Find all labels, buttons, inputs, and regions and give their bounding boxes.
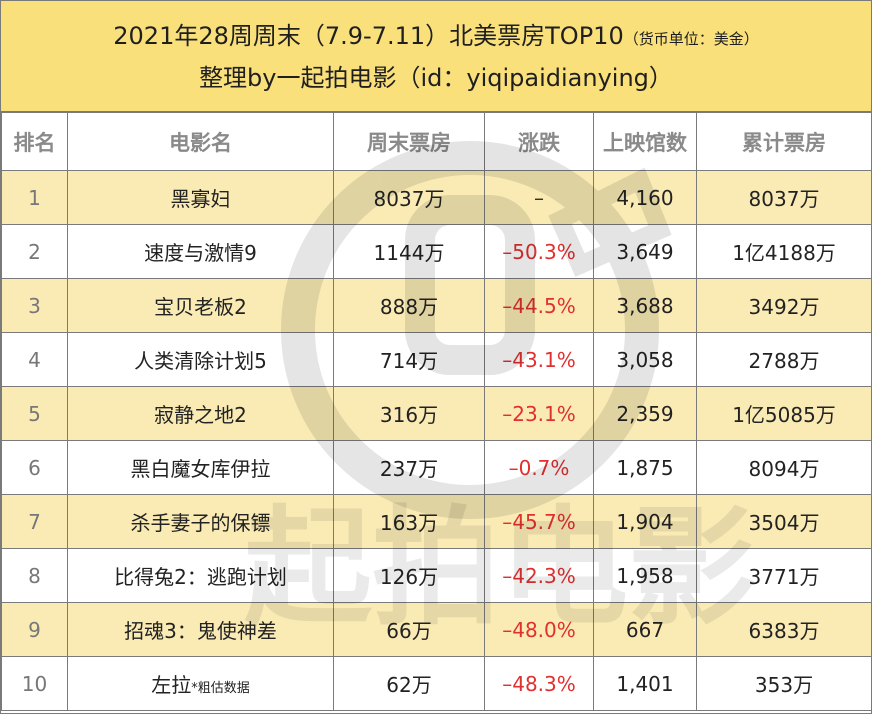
movie-title-cell: 黑白魔女库伊拉: [67, 440, 334, 495]
table-body: 1 黑寡妇 8037万 – 4,160 8037万 2 速度与激情9 1144万…: [1, 170, 872, 711]
column-header-weekend-gross: 周末票房: [333, 112, 485, 171]
weekend-gross-cell: 316万: [333, 386, 485, 441]
rank-cell: 4: [1, 332, 68, 387]
change-cell: –0.7%: [484, 440, 594, 495]
title-line-1: 2021年28周周末（7.9-7.11）北美票房TOP10（货币单位：美金）: [1, 21, 871, 54]
movie-title: 人类清除计划5: [134, 349, 267, 373]
weekend-gross-cell: 888万: [333, 278, 485, 333]
movie-title-cell: 招魂3：鬼使神差: [67, 602, 334, 657]
table-row: 10 左拉*粗估数据 62万 –48.3% 1,401 353万: [1, 656, 872, 711]
theaters-cell: 2,359: [593, 386, 697, 441]
theaters-cell: 1,875: [593, 440, 697, 495]
estimate-note: *粗估数据: [191, 681, 250, 696]
column-header-title: 电影名: [67, 112, 334, 171]
header-row: 排名 电影名 周末票房 涨跌 上映馆数 累计票房: [1, 112, 872, 171]
movie-title-cell: 比得兔2：逃跑计划: [67, 548, 334, 603]
movie-title: 黑白魔女库伊拉: [130, 457, 271, 481]
rank-cell: 5: [1, 386, 68, 441]
movie-title: 寂静之地2: [154, 403, 247, 427]
rank-cell: 7: [1, 494, 68, 549]
column-header-theaters: 上映馆数: [593, 112, 697, 171]
movie-title-cell: 宝贝老板2: [67, 278, 334, 333]
credit-line: 整理by一起拍电影（id：yiqipaidianying）: [199, 64, 673, 92]
weekend-gross-cell: 62万: [333, 656, 485, 711]
theaters-cell: 3,058: [593, 332, 697, 387]
theaters-cell: 1,904: [593, 494, 697, 549]
movie-title-cell: 寂静之地2: [67, 386, 334, 441]
table-row: 5 寂静之地2 316万 –23.1% 2,359 1亿5085万: [1, 386, 872, 441]
change-cell: –43.1%: [484, 332, 594, 387]
table-row: 4 人类清除计划5 714万 –43.1% 3,058 2788万: [1, 332, 872, 387]
weekend-gross-cell: 66万: [333, 602, 485, 657]
weekend-gross-cell: 126万: [333, 548, 485, 603]
movie-title: 杀手妻子的保镖: [130, 511, 271, 535]
weekend-gross-cell: 163万: [333, 494, 485, 549]
table-row: 3 宝贝老板2 888万 –44.5% 3,688 3492万: [1, 278, 872, 333]
column-header-rank: 排名: [1, 112, 68, 171]
total-gross-cell: 8037万: [696, 170, 872, 225]
table-row: 2 速度与激情9 1144万 –50.3% 3,649 1亿4188万: [1, 224, 872, 279]
theaters-cell: 4,160: [593, 170, 697, 225]
total-gross-cell: 1亿4188万: [696, 224, 872, 279]
rank-cell: 8: [1, 548, 68, 603]
change-cell: –: [484, 170, 594, 225]
change-cell: –42.3%: [484, 548, 594, 603]
title-banner: 2021年28周周末（7.9-7.11）北美票房TOP10（货币单位：美金） 整…: [1, 1, 871, 112]
change-cell: –45.7%: [484, 494, 594, 549]
total-gross-cell: 1亿5085万: [696, 386, 872, 441]
change-cell: –48.0%: [484, 602, 594, 657]
theaters-cell: 667: [593, 602, 697, 657]
column-header-change: 涨跌: [484, 112, 594, 171]
rank-cell: 3: [1, 278, 68, 333]
total-gross-cell: 8094万: [696, 440, 872, 495]
movie-title-cell: 速度与激情9: [67, 224, 334, 279]
weekend-gross-cell: 8037万: [333, 170, 485, 225]
total-gross-cell: 353万: [696, 656, 872, 711]
movie-title: 速度与激情9: [144, 241, 257, 265]
total-gross-cell: 3492万: [696, 278, 872, 333]
change-cell: –44.5%: [484, 278, 594, 333]
change-cell: –23.1%: [484, 386, 594, 441]
movie-title: 宝贝老板2: [154, 295, 247, 319]
theaters-cell: 1,958: [593, 548, 697, 603]
movie-title-cell: 杀手妻子的保镖: [67, 494, 334, 549]
movie-title-cell: 人类清除计划5: [67, 332, 334, 387]
theaters-cell: 1,401: [593, 656, 697, 711]
total-gross-cell: 6383万: [696, 602, 872, 657]
movie-title: 招魂3：鬼使神差: [124, 619, 277, 643]
rank-cell: 2: [1, 224, 68, 279]
theaters-cell: 3,649: [593, 224, 697, 279]
total-gross-cell: 2788万: [696, 332, 872, 387]
rank-cell: 10: [1, 656, 68, 711]
column-header-total-gross: 累计票房: [696, 112, 872, 171]
weekend-gross-cell: 714万: [333, 332, 485, 387]
weekend-gross-cell: 1144万: [333, 224, 485, 279]
total-gross-cell: 3771万: [696, 548, 872, 603]
movie-title: 比得兔2：逃跑计划: [114, 565, 287, 589]
table-row: 6 黑白魔女库伊拉 237万 –0.7% 1,875 8094万: [1, 440, 872, 495]
movie-title: 黑寡妇: [170, 187, 231, 211]
table-row: 8 比得兔2：逃跑计划 126万 –42.3% 1,958 3771万: [1, 548, 872, 603]
rank-cell: 1: [1, 170, 68, 225]
table-title: 2021年28周周末（7.9-7.11）北美票房TOP10: [113, 22, 624, 50]
table-row: 7 杀手妻子的保镖 163万 –45.7% 1,904 3504万: [1, 494, 872, 549]
change-cell: –48.3%: [484, 656, 594, 711]
table-row: 1 黑寡妇 8037万 – 4,160 8037万: [1, 170, 872, 225]
weekend-gross-cell: 237万: [333, 440, 485, 495]
table-row: 9 招魂3：鬼使神差 66万 –48.0% 667 6383万: [1, 602, 872, 657]
currency-note: （货币单位：美金）: [623, 30, 759, 48]
box-office-table: 排名 电影名 周末票房 涨跌 上映馆数 累计票房 1 黑寡妇 8037万 – 4…: [1, 112, 872, 711]
rank-cell: 9: [1, 602, 68, 657]
movie-title-cell: 黑寡妇: [67, 170, 334, 225]
movie-title-cell: 左拉*粗估数据: [67, 656, 334, 711]
rank-cell: 6: [1, 440, 68, 495]
theaters-cell: 3,688: [593, 278, 697, 333]
total-gross-cell: 3504万: [696, 494, 872, 549]
movie-title: 左拉: [151, 673, 192, 697]
change-cell: –50.3%: [484, 224, 594, 279]
